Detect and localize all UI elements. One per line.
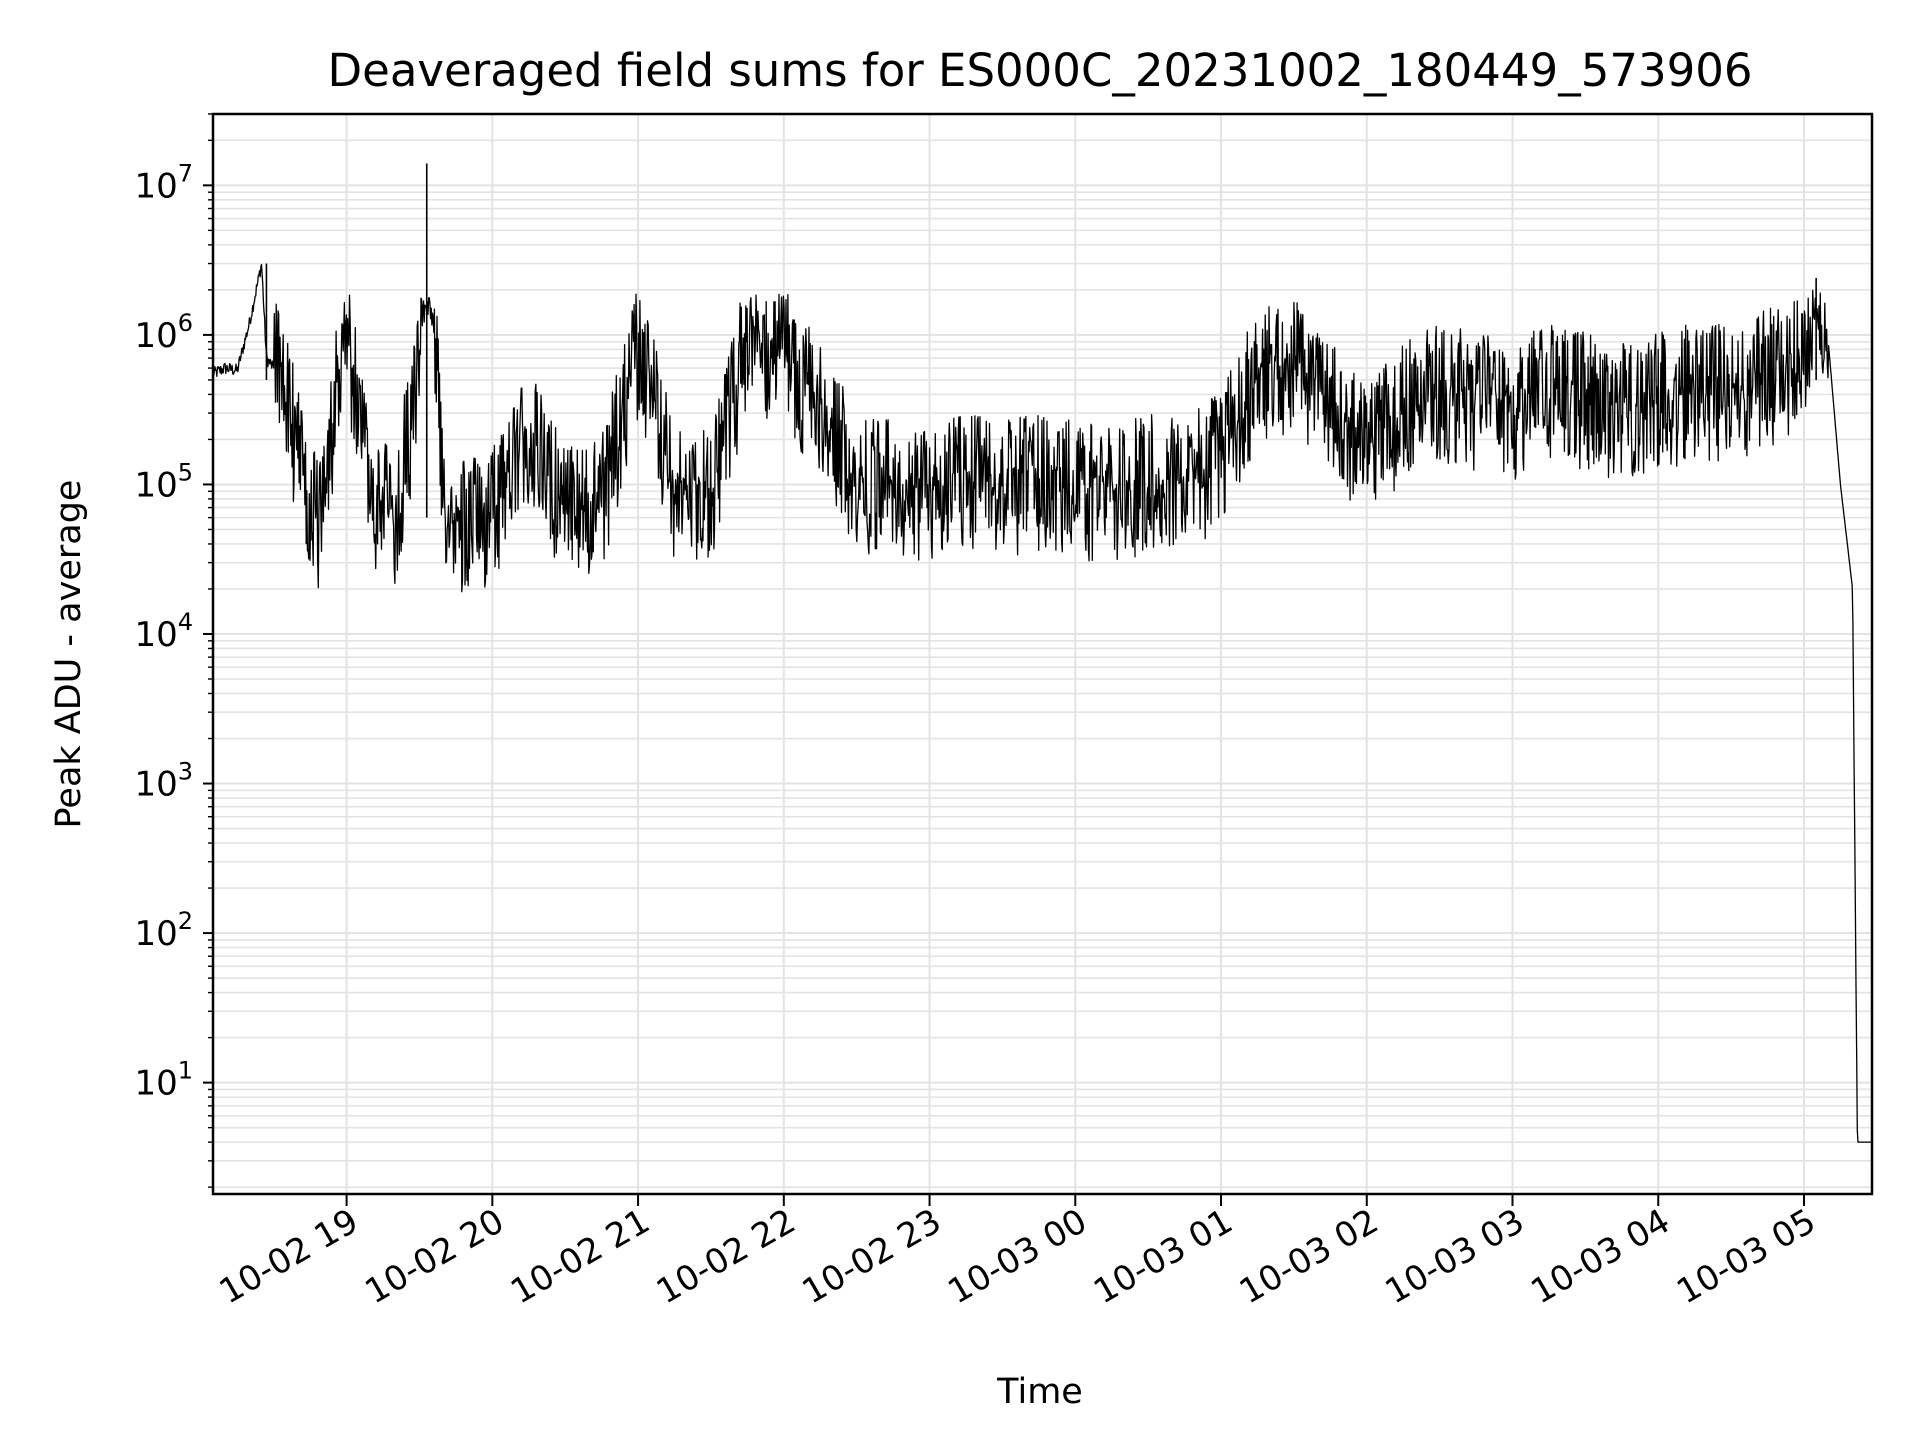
y-axis: 101 102 103 104 105 106 107 bbox=[134, 113, 213, 1188]
y-tick-label: 105 bbox=[134, 458, 193, 505]
y-tick-label: 103 bbox=[134, 758, 193, 805]
data-line bbox=[212, 263, 1873, 1143]
x-axis-label: Time bbox=[996, 1372, 1083, 1412]
y-tick-label: 107 bbox=[134, 159, 193, 206]
y-tick-label: 101 bbox=[134, 1057, 193, 1104]
chart-title: Deaveraged field sums for ES000C_2023100… bbox=[328, 44, 1753, 97]
y-tick-label: 106 bbox=[134, 309, 193, 356]
y-tick-label: 102 bbox=[134, 907, 193, 954]
y-axis-label: Peak ADU - average bbox=[49, 480, 89, 829]
grid bbox=[213, 113, 1872, 1194]
data-line-group bbox=[212, 163, 1873, 1143]
plot-frame bbox=[211, 112, 1874, 1196]
y-tick-label: 104 bbox=[134, 608, 193, 655]
